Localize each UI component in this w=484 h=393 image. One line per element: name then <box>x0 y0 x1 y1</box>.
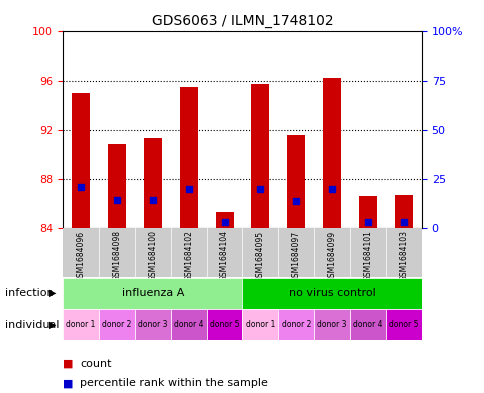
Bar <box>215 212 233 228</box>
Text: donor 5: donor 5 <box>389 320 418 329</box>
Text: donor 5: donor 5 <box>210 320 239 329</box>
FancyBboxPatch shape <box>63 309 99 340</box>
Bar <box>251 84 269 228</box>
Text: GSM1684098: GSM1684098 <box>112 230 121 281</box>
Bar <box>72 93 90 228</box>
Text: donor 1: donor 1 <box>66 320 95 329</box>
FancyBboxPatch shape <box>206 309 242 340</box>
Bar <box>287 135 304 228</box>
Text: ▶: ▶ <box>48 288 56 298</box>
Text: GSM1684101: GSM1684101 <box>363 230 372 281</box>
FancyBboxPatch shape <box>242 278 421 309</box>
Bar <box>394 195 412 228</box>
FancyBboxPatch shape <box>99 309 135 340</box>
Text: donor 2: donor 2 <box>102 320 131 329</box>
Text: no virus control: no virus control <box>288 288 375 298</box>
Text: GSM1684104: GSM1684104 <box>220 230 228 281</box>
Text: infection: infection <box>5 288 53 298</box>
Text: GDS6063 / ILMN_1748102: GDS6063 / ILMN_1748102 <box>151 14 333 28</box>
Text: donor 4: donor 4 <box>174 320 203 329</box>
Text: ■: ■ <box>63 358 74 369</box>
Bar <box>107 145 125 228</box>
Text: donor 2: donor 2 <box>281 320 310 329</box>
Text: percentile rank within the sample: percentile rank within the sample <box>80 378 267 388</box>
FancyBboxPatch shape <box>314 309 349 340</box>
FancyBboxPatch shape <box>170 309 206 340</box>
Bar <box>179 87 197 228</box>
Text: GSM1684100: GSM1684100 <box>148 230 157 281</box>
FancyBboxPatch shape <box>135 309 170 340</box>
Text: donor 3: donor 3 <box>317 320 346 329</box>
Text: GSM1684097: GSM1684097 <box>291 230 300 281</box>
Text: count: count <box>80 358 111 369</box>
Text: GSM1684102: GSM1684102 <box>184 230 193 281</box>
FancyBboxPatch shape <box>242 309 278 340</box>
Text: GSM1684096: GSM1684096 <box>76 230 85 281</box>
FancyBboxPatch shape <box>278 309 314 340</box>
Text: GSM1684099: GSM1684099 <box>327 230 336 281</box>
Bar <box>322 78 340 228</box>
Text: influenza A: influenza A <box>121 288 183 298</box>
Text: donor 1: donor 1 <box>245 320 274 329</box>
Text: individual: individual <box>5 320 59 330</box>
Text: GSM1684095: GSM1684095 <box>256 230 264 281</box>
Text: ▶: ▶ <box>48 320 56 330</box>
Text: donor 3: donor 3 <box>138 320 167 329</box>
Bar <box>358 196 376 228</box>
Bar <box>143 138 161 228</box>
Text: ■: ■ <box>63 378 74 388</box>
FancyBboxPatch shape <box>349 309 385 340</box>
FancyBboxPatch shape <box>385 309 421 340</box>
Text: donor 4: donor 4 <box>353 320 382 329</box>
FancyBboxPatch shape <box>63 278 242 309</box>
Text: GSM1684103: GSM1684103 <box>399 230 408 281</box>
